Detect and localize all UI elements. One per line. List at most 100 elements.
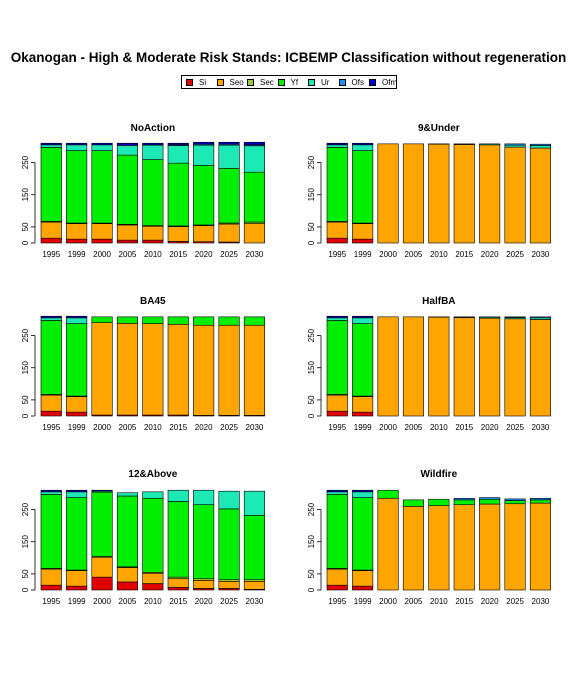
bar-segment-si-2010 [142, 583, 164, 591]
bar-segment-seo-2025 [504, 146, 526, 244]
bar-segment-ur-1999 [352, 491, 374, 498]
bar-segment-seo-2010 [142, 323, 164, 416]
bar-segment-yf-2030 [243, 316, 265, 326]
bar-segment-yf-2015 [167, 501, 189, 578]
bar-segment-ofm-1999 [352, 489, 374, 493]
bar-segment-seo-2000 [377, 316, 399, 417]
bar-segment-ur-1995 [40, 491, 62, 495]
bar-segment-seo-2005 [116, 224, 138, 241]
x-tick-label: 2010 [144, 423, 162, 432]
bar-segment-seo-2020 [193, 324, 215, 416]
bar-segment-yf-2025 [218, 316, 240, 326]
bar-segment-ur-1995 [326, 491, 348, 495]
y-tick-label: 0 [21, 587, 30, 592]
y-tick-label: 50 [307, 222, 316, 231]
y-tick-label: 250 [307, 328, 316, 342]
x-tick-label: 2005 [119, 250, 137, 259]
x-tick-label: 1999 [68, 597, 86, 606]
bar-segment-ur-2005 [116, 492, 138, 497]
bar-segment-seo-2000 [377, 497, 399, 591]
bar-segment-seo-2015 [453, 144, 475, 244]
chart-panel-halfba: HalfBA 0 50 150 250 1995 1999 2000 2005 2010 2015 2… [307, 296, 552, 432]
bar-segment-yf-1995 [326, 320, 348, 395]
bar-segment-seo-1995 [326, 568, 348, 586]
bar-segment-ofs-2030 [529, 497, 552, 501]
legend-swatch [247, 79, 254, 86]
chart-title: 12&Above [128, 469, 177, 480]
bar-segment-ofm-1999 [66, 142, 88, 146]
legend-swatch [186, 79, 193, 86]
x-tick-label: 2020 [195, 423, 213, 432]
bar-segment-yf-1995 [326, 494, 348, 569]
y-tick-label: 0 [307, 240, 316, 245]
bar-segment-yf-2010 [142, 159, 164, 226]
bar-segment-yf-2020 [193, 165, 215, 226]
bar-segment-seo-2015 [167, 323, 189, 416]
bar-segment-ur-2015 [453, 143, 475, 145]
bar-segment-seo-2010 [428, 316, 450, 417]
y-tick-label: 250 [307, 502, 316, 516]
bar-segment-si-1995 [326, 584, 348, 591]
legend-label: Sec [260, 78, 274, 87]
legend-label: Ofs [351, 78, 364, 87]
bar-segment-yf-1999 [66, 323, 88, 397]
bar-segment-seo-2020 [193, 580, 215, 589]
bar-segment-si-2015 [167, 587, 189, 591]
x-tick-label: 2015 [455, 597, 473, 606]
chart-title: BA45 [140, 296, 166, 307]
chart-panel-12-above: 12&Above 0 50 150 250 1995 1999 2000 2005 2010 201… [21, 469, 265, 606]
x-tick-label: 2000 [379, 250, 397, 259]
bar-segment-ur-2030 [529, 145, 552, 149]
x-tick-label: 2025 [506, 423, 524, 432]
bar-segment-yf-2005 [116, 316, 138, 324]
bar-segment-ur-1999 [66, 317, 88, 324]
x-tick-label: 2020 [481, 597, 499, 606]
bar-segment-ur-1999 [66, 491, 88, 498]
bar-segment-seo-2005 [402, 506, 425, 591]
bar-segment-yf-2000 [91, 150, 113, 224]
bar-segment-yf-2000 [91, 491, 113, 557]
bar-segment-seo-2030 [529, 319, 552, 417]
bar-segment-si-1995 [326, 237, 348, 244]
x-tick-label: 1999 [354, 423, 372, 432]
legend-swatch [338, 79, 346, 86]
bar-segment-seo-2025 [218, 223, 240, 243]
y-tick-label: 150 [307, 361, 316, 375]
bar-segment-ofs-2025 [504, 498, 526, 501]
bar-segment-si-2005 [116, 239, 138, 244]
chart-title: NoAction [131, 123, 175, 134]
x-tick-label: 1995 [328, 597, 346, 606]
bar-segment-yf-1999 [352, 150, 374, 224]
bar-segment-ofm-1999 [352, 142, 374, 146]
bar-segment-yf-2030 [243, 171, 265, 223]
bar-segment-yf-1995 [40, 494, 62, 569]
x-tick-label: 2005 [405, 597, 423, 606]
x-tick-label: 2000 [93, 250, 111, 259]
bar-segment-seo-2025 [504, 318, 526, 417]
bar-segment-si-1995 [40, 584, 62, 591]
bar-segment-ofs-2030 [529, 316, 552, 319]
y-tick-label: 150 [21, 361, 30, 375]
legend-label: Yf [290, 78, 299, 87]
x-tick-label: 2030 [246, 250, 264, 259]
bar-segment-ofm-2005 [116, 142, 138, 146]
bar-segment-seo-2015 [167, 226, 189, 242]
bar-segment-ofm-2015 [167, 142, 189, 146]
chart-title: 9&Under [418, 123, 460, 134]
bar-segment-yf-2000 [377, 489, 399, 499]
bar-segment-ofm-1995 [326, 489, 348, 493]
bar-segment-ofm-2000 [91, 142, 113, 146]
x-tick-label: 2010 [430, 597, 448, 606]
y-tick-label: 250 [21, 502, 30, 516]
y-tick-label: 150 [307, 535, 316, 549]
bar-segment-ofm-1995 [40, 142, 62, 146]
bar-segment-seo-2010 [142, 572, 164, 584]
bar-segment-yf-2000 [91, 316, 113, 323]
legend-swatch [369, 79, 376, 86]
bar-segment-yf-2010 [428, 498, 450, 506]
x-tick-label: 1995 [42, 597, 60, 606]
bar-segment-ofs-2025 [504, 143, 526, 146]
x-tick-label: 1999 [354, 250, 372, 259]
bar-segment-si-2000 [91, 238, 113, 244]
